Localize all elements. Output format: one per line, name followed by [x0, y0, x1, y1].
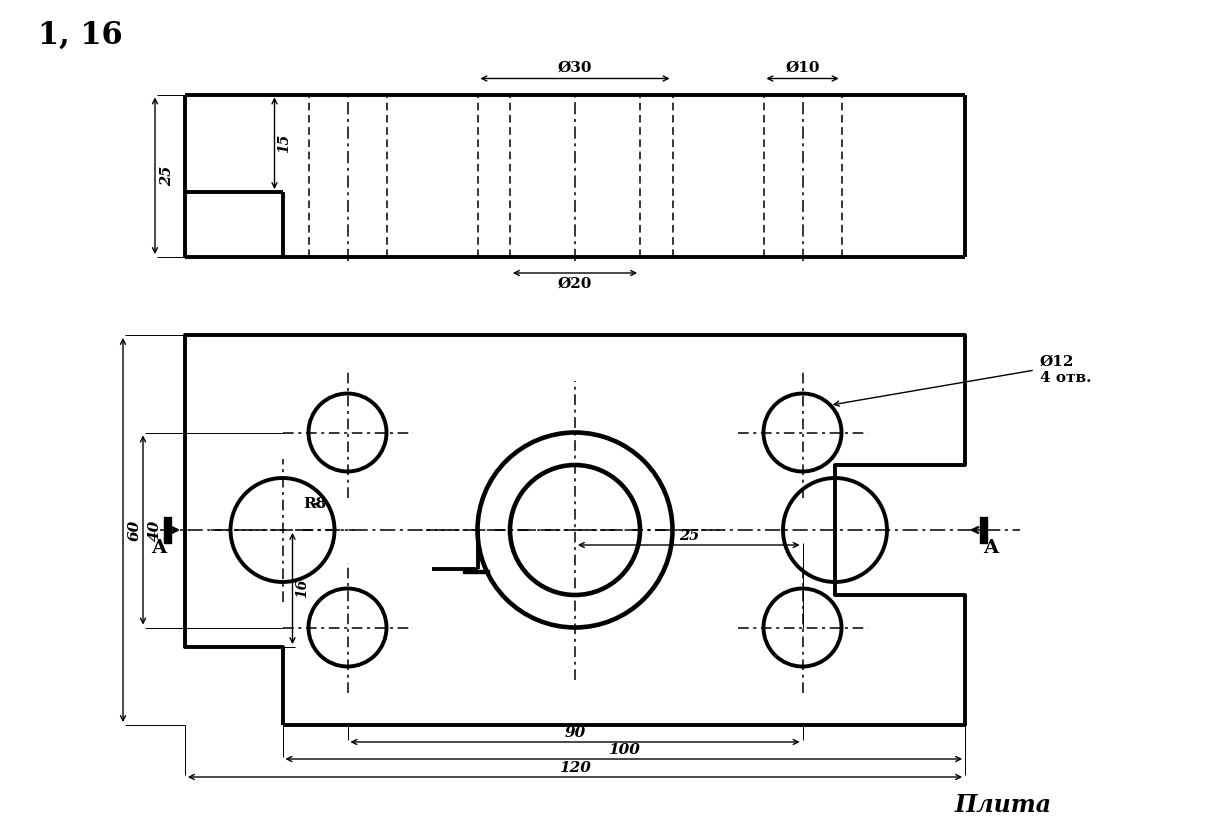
Text: 60: 60 [128, 519, 142, 541]
Text: A: A [152, 539, 166, 557]
Text: Ø30: Ø30 [558, 60, 592, 75]
Text: 16: 16 [296, 579, 309, 598]
Text: 1, 16: 1, 16 [38, 19, 122, 50]
Text: A: A [983, 539, 998, 557]
Text: 100: 100 [608, 743, 640, 757]
Polygon shape [164, 517, 170, 543]
Polygon shape [462, 570, 488, 573]
Text: Ø10: Ø10 [785, 60, 819, 75]
Text: Ø20: Ø20 [558, 277, 592, 291]
Text: Плита: Плита [955, 793, 1052, 817]
Text: R8: R8 [303, 497, 327, 511]
Polygon shape [980, 517, 987, 543]
Text: 40: 40 [148, 519, 161, 541]
Text: 120: 120 [559, 761, 591, 775]
Text: 25: 25 [160, 165, 174, 186]
Text: 90: 90 [564, 726, 586, 740]
Text: Ø12: Ø12 [1040, 355, 1074, 369]
Text: 4 отв.: 4 отв. [1040, 371, 1091, 385]
Text: 15: 15 [278, 134, 291, 153]
Text: 25: 25 [679, 529, 698, 543]
